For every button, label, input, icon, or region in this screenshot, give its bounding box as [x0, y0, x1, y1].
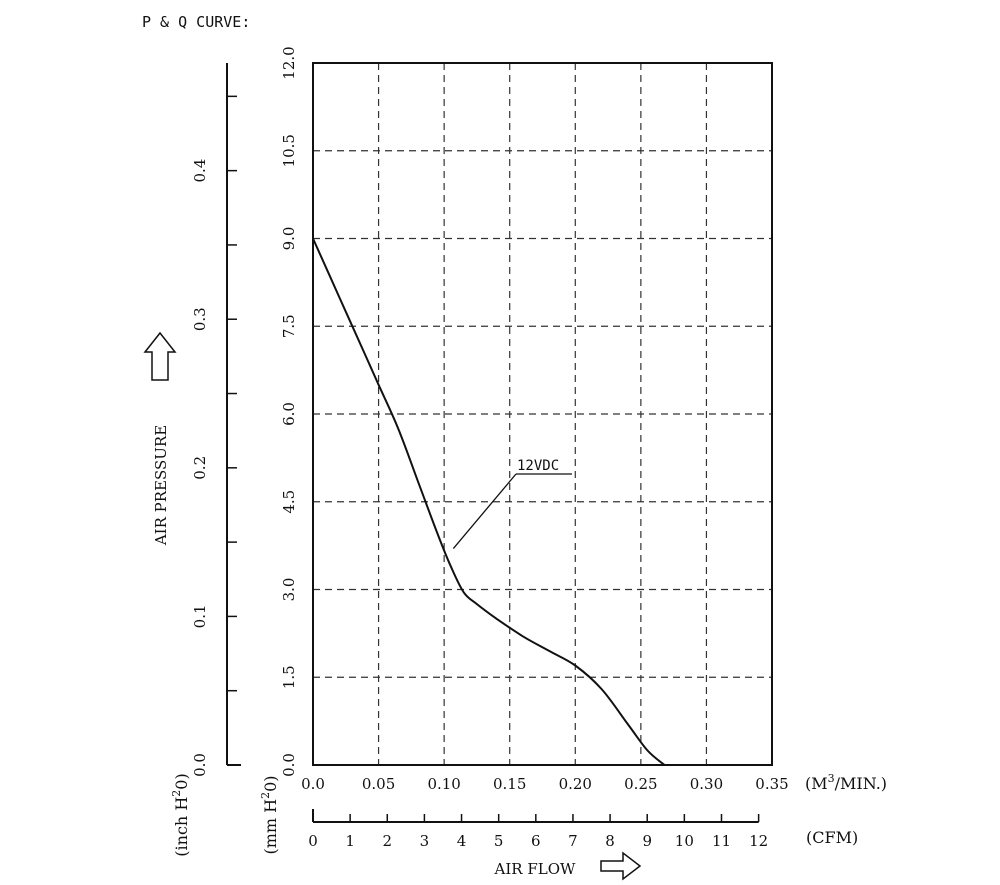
inch-tick-label: 0.3 [191, 307, 209, 331]
y-tick-label: 3.0 [280, 578, 298, 602]
x-unit-sup: 3 [828, 772, 835, 785]
plot-frame [312, 62, 773, 766]
y-tick-label: 9.0 [280, 227, 298, 251]
cfm-tick-label: 2 [382, 832, 392, 850]
inch-tick-label: 0.1 [191, 604, 209, 628]
y-unit-mm-base: (mm H [261, 799, 280, 855]
y-tick-labels: 0.0 1.5 3.0 4.5 6.0 7.5 9.0 10.5 12.0 [280, 46, 298, 777]
x-tick-label: 0.30 [690, 775, 723, 793]
x-tick-label: 0.10 [427, 775, 460, 793]
x-tick-label: 0.05 [362, 775, 395, 793]
cfm-axis: 0 1 2 3 4 5 6 7 8 9 10 11 12 [308, 809, 768, 850]
cfm-tick-label: 9 [642, 832, 652, 850]
y-tick-label: 6.0 [280, 402, 298, 426]
y-unit-inch-tail: 0) [172, 773, 191, 789]
y-tick-label: 12.0 [280, 46, 298, 79]
y-unit-mm-sup: 2 [259, 792, 272, 799]
inch-axis: 0.0 0.1 0.2 0.3 0.4 [191, 63, 241, 777]
x-tick-label: 0.35 [755, 775, 788, 793]
y-tick-label: 4.5 [280, 490, 298, 514]
x-axis-title: AIR FLOW [494, 860, 576, 878]
y-unit-inch: (inch H20) [170, 773, 191, 856]
y-tick-label: 0.0 [280, 753, 298, 777]
x-tick-label: 0.0 [301, 775, 325, 793]
y-unit-mm-tail: 0) [261, 775, 280, 791]
x-tick-label: 0.20 [559, 775, 592, 793]
y-tick-label: 10.5 [280, 134, 298, 167]
inch-tick-label: 0.4 [191, 159, 209, 183]
cfm-tick-label: 0 [308, 832, 318, 850]
cfm-tick-label: 3 [420, 832, 430, 850]
cfm-tick-label: 1 [345, 832, 355, 850]
cfm-tick-label: 6 [531, 832, 541, 850]
chart-title: P & Q CURVE: [142, 13, 250, 31]
right-arrow-icon [600, 851, 642, 881]
y-unit-inch-sup: 2 [170, 790, 183, 797]
cfm-tick-label: 10 [675, 832, 694, 850]
cfm-tick-label: 12 [749, 832, 768, 850]
y-tick-label: 7.5 [280, 314, 298, 338]
cfm-tick-label: 11 [712, 832, 731, 850]
x-unit-tail: /MIN.) [835, 774, 887, 793]
y-unit-inch-base: (inch H [172, 797, 191, 857]
annotation-leader [452, 473, 517, 549]
cfm-tick-label: 5 [494, 832, 504, 850]
cfm-unit-label: (CFM) [806, 828, 858, 847]
inch-tick-label: 0.2 [191, 456, 209, 480]
x-unit-base: (M [805, 774, 828, 793]
x-unit-label: (M3/MIN.) [805, 772, 887, 793]
cfm-tick-label: 8 [605, 832, 615, 850]
cfm-tick-label: 7 [568, 832, 578, 850]
cfm-tick-label: 4 [457, 832, 467, 850]
x-tick-label: 0.15 [493, 775, 526, 793]
series-annotation: 12VDC [452, 458, 572, 549]
x-tick-label: 0.25 [624, 775, 657, 793]
grid-lines [313, 63, 772, 765]
series-line-12vdc [312, 238, 666, 766]
y-tick-label: 1.5 [280, 665, 298, 689]
up-arrow-icon [143, 331, 177, 381]
annotation-label: 12VDC [517, 458, 559, 474]
y-axis-title: AIR PRESSURE [152, 425, 170, 546]
x-tick-labels: 0.0 0.05 0.10 0.15 0.20 0.25 0.30 0.35 [301, 775, 789, 793]
inch-tick-label: 0.0 [191, 753, 209, 777]
y-unit-mm: (mm H20) [259, 775, 280, 854]
